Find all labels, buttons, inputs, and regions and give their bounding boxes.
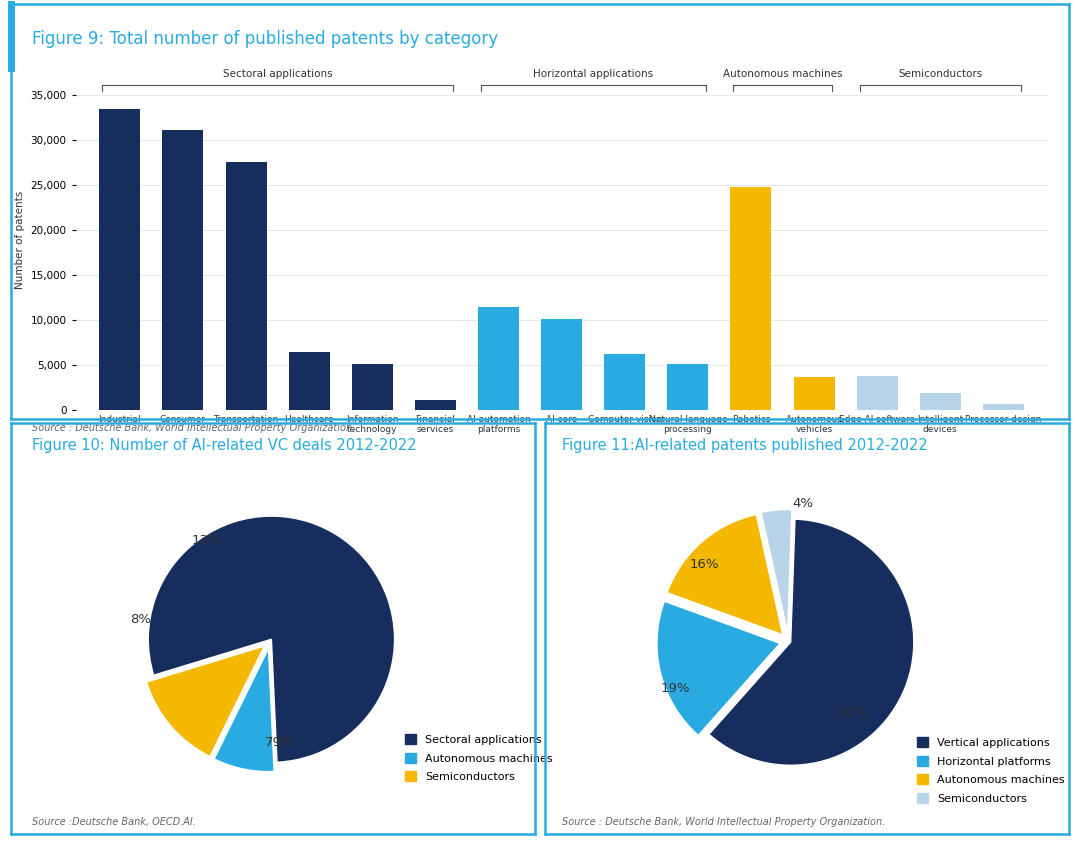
Text: Autonomous machines: Autonomous machines [723, 69, 842, 80]
Y-axis label: Number of patents: Number of patents [15, 191, 25, 288]
Wedge shape [657, 601, 780, 735]
Legend: Sectoral applications, Autonomous machines, Semiconductors: Sectoral applications, Autonomous machin… [405, 734, 553, 782]
Wedge shape [148, 516, 394, 762]
Bar [920, 393, 961, 410]
Wedge shape [214, 648, 274, 771]
Text: 16%: 16% [690, 558, 719, 571]
Bar [604, 354, 645, 410]
Bar [983, 404, 1024, 410]
Wedge shape [708, 519, 914, 765]
Text: Figure 11:AI-related patents published 2012-2022: Figure 11:AI-related patents published 2… [562, 438, 928, 453]
Text: 8%: 8% [131, 612, 151, 626]
Bar [667, 364, 708, 410]
Text: Sectoral applications: Sectoral applications [222, 69, 333, 80]
Bar [541, 319, 582, 410]
Text: 19%: 19% [660, 681, 690, 694]
Text: Figure 10: Number of AI-related VC deals 2012-2022: Figure 10: Number of AI-related VC deals… [32, 438, 417, 453]
Wedge shape [761, 510, 792, 633]
Text: Figure 9: Total number of published patents by category: Figure 9: Total number of published pate… [32, 30, 499, 48]
Legend: Vertical applications, Horizontal platforms, Autonomous machines, Semiconductors: Vertical applications, Horizontal platfo… [917, 737, 1065, 804]
Text: Source : Deutsche Bank, World Intellectual Property Organization.: Source : Deutsche Bank, World Intellectu… [32, 423, 355, 433]
Bar [352, 363, 393, 410]
Bar [856, 376, 897, 410]
Text: 61%: 61% [838, 706, 867, 719]
Text: 4%: 4% [793, 497, 813, 510]
Wedge shape [667, 515, 783, 634]
Bar [794, 377, 835, 410]
Bar [730, 187, 771, 410]
Bar [415, 400, 456, 410]
Text: 13%: 13% [191, 534, 220, 547]
Text: Source : Deutsche Bank, World Intellectual Property Organization.: Source : Deutsche Bank, World Intellectu… [562, 817, 885, 827]
Text: Horizontal applications: Horizontal applications [534, 69, 653, 80]
Text: 79%: 79% [265, 735, 295, 749]
Text: Semiconductors: Semiconductors [899, 69, 983, 80]
Bar [99, 109, 140, 410]
Bar [162, 130, 203, 410]
Bar [288, 352, 329, 410]
Bar [226, 162, 267, 410]
Bar [478, 307, 519, 410]
Text: Source :Deutsche Bank, OECD.AI.: Source :Deutsche Bank, OECD.AI. [32, 817, 197, 827]
Wedge shape [147, 646, 265, 757]
